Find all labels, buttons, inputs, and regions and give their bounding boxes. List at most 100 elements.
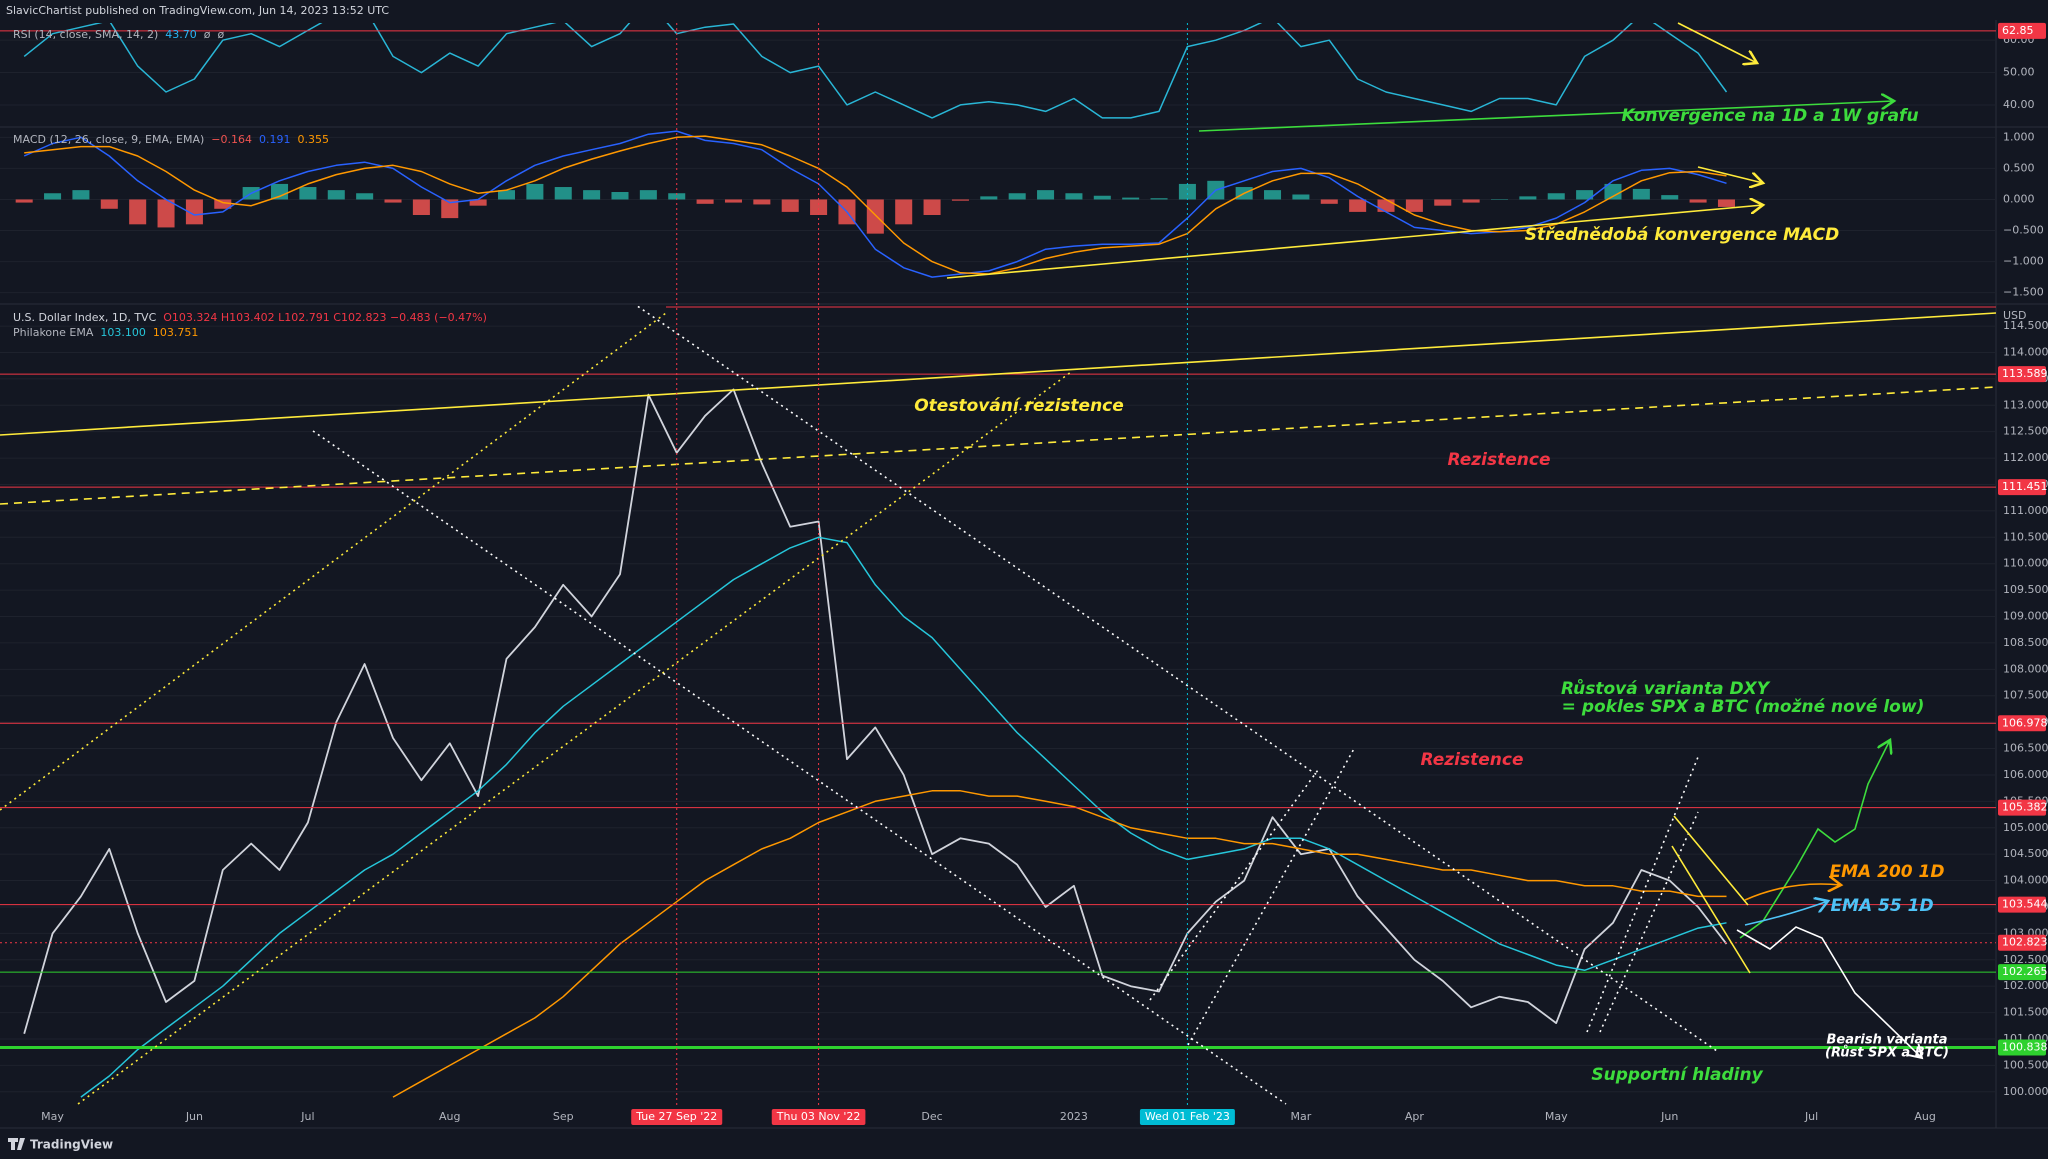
- histogram-bar: [554, 187, 572, 200]
- legend-value: ø: [204, 28, 211, 41]
- y-tick-label: 109.000: [2003, 610, 2048, 623]
- level-label-box: [1998, 22, 2046, 39]
- histogram-bar: [1434, 199, 1452, 206]
- trendline: [0, 312, 1996, 436]
- histogram-bar: [15, 199, 33, 203]
- legend-value: ø: [217, 28, 224, 41]
- level-label-box: [1998, 366, 2046, 383]
- rsi-panel: [0, 23, 1996, 119]
- histogram-bar: [1037, 190, 1055, 200]
- y-tick-label: 112.000: [2003, 451, 2048, 464]
- y-tick-label: 112.500: [2003, 425, 2048, 438]
- legend-value: 103.100: [100, 326, 146, 339]
- histogram-bar: [1150, 198, 1168, 200]
- y-tick-label: 113.000: [2003, 398, 2048, 411]
- annotation: Rezistence: [1448, 450, 1551, 470]
- indicator-drawings: [946, 22, 1894, 279]
- macd-arrow: [1697, 166, 1763, 183]
- histogram-bar: [1349, 199, 1367, 212]
- x-tick-label: Aug: [1914, 1110, 1935, 1123]
- histogram-bar: [327, 190, 345, 200]
- level-label-box: [1998, 896, 2046, 913]
- annotation: Růstová varianta DXY: [1561, 678, 1771, 699]
- histogram-bar: [980, 196, 998, 200]
- histogram-bar: [72, 190, 90, 200]
- level-label-box: [1998, 934, 2046, 951]
- series-title: U.S. Dollar Index, 1D, TVC: [13, 311, 157, 324]
- series-line: [23, 130, 1727, 278]
- y-tick-label: 107.500: [2003, 689, 2048, 702]
- histogram-bar: [923, 199, 941, 215]
- bullish-projection: [1739, 740, 1890, 939]
- footer: TradingView: [30, 1138, 113, 1152]
- y-tick-label: 105.000: [2003, 821, 2048, 834]
- histogram-bar: [441, 199, 459, 219]
- legend-title: RSI (14, close, SMA, 14, 2): [13, 28, 158, 41]
- series-line: [23, 23, 1728, 119]
- histogram-bar: [753, 199, 771, 205]
- y-tick-label: 106.000: [2003, 768, 2048, 781]
- histogram-bar: [1008, 193, 1026, 200]
- drawings: [0, 306, 1996, 1105]
- flag-line: [1673, 815, 1749, 906]
- x-tick-label: 2023: [1060, 1110, 1088, 1123]
- y-tick-label: 102.000: [2003, 979, 2048, 992]
- histogram-bar: [271, 183, 289, 200]
- histogram-bar: [781, 199, 799, 212]
- histogram-bar: [1292, 194, 1310, 200]
- y-tick-label: 111.000: [2003, 504, 2048, 517]
- x-tick-label: Aug: [439, 1110, 460, 1123]
- level-label: 103.544: [2002, 898, 2048, 911]
- y-tick-label: 109.500: [2003, 583, 2048, 596]
- x-tick-label: Mar: [1291, 1110, 1312, 1123]
- trendline: [0, 386, 1996, 505]
- x-tick-label: Thu 03 Nov '22: [776, 1110, 861, 1123]
- histogram-bar: [1490, 199, 1509, 200]
- ohlc: O103.324 H103.402 L102.791 C102.823 −0.4…: [163, 311, 487, 324]
- annotation: EMA 55 1D: [1830, 896, 1933, 916]
- series-line: [80, 536, 1727, 1098]
- x-highlight-box: [771, 1109, 866, 1125]
- bearish-projection: [1736, 926, 1922, 1058]
- y-tick-label: 110.500: [2003, 530, 2048, 543]
- x-tick-label: Tue 27 Sep '22: [635, 1110, 717, 1123]
- annotation: Rezistence: [1421, 750, 1524, 770]
- x-tick-label: Jul: [300, 1110, 314, 1123]
- legend-value: 103.751: [153, 326, 199, 339]
- legend-value: 43.70: [165, 28, 197, 41]
- y-tick-label: 108.500: [2003, 636, 2048, 649]
- trendline: [1599, 811, 1699, 1033]
- histogram-bar: [1065, 193, 1083, 200]
- y-tick-label: −0.500: [2003, 224, 2044, 237]
- histogram-bar: [1122, 197, 1140, 200]
- histogram-bar: [44, 193, 62, 200]
- histogram-bar: [1547, 193, 1565, 200]
- y-tick-label: 104.500: [2003, 847, 2048, 860]
- histogram-bar: [1689, 199, 1707, 203]
- histogram-bar: [611, 192, 629, 200]
- y-tick-label: 110.000: [2003, 557, 2048, 570]
- y-tick-label: 104.000: [2003, 874, 2048, 887]
- legend-value: 0.191: [259, 133, 291, 146]
- histogram-bar: [356, 193, 374, 200]
- histogram-bar: [384, 199, 402, 203]
- x-tick-label: Jul: [1804, 1110, 1818, 1123]
- trendline: [77, 371, 1072, 1105]
- x-tick-label: Dec: [921, 1110, 942, 1123]
- histogram-bar: [1320, 199, 1338, 204]
- y-tick-label: 100.500: [2003, 1058, 2048, 1071]
- histogram-bar: [1264, 190, 1282, 200]
- histogram-bar: [1178, 183, 1196, 200]
- annotation: = pokles SPX a BTC (možné nové low): [1562, 697, 1925, 717]
- y-tick-label: 108.000: [2003, 662, 2048, 675]
- histogram-bar: [526, 183, 544, 200]
- level-label-box: [1998, 799, 2046, 816]
- level-label: 100.838: [2002, 1041, 2048, 1054]
- price-panel: [0, 325, 1996, 1098]
- histogram-bar: [1405, 199, 1423, 212]
- histogram-bar: [185, 199, 203, 225]
- rsi-convergence-arrow: [1198, 101, 1894, 132]
- annotation: Otestování rezistence: [914, 396, 1124, 416]
- ema200-arrow: [1744, 884, 1841, 901]
